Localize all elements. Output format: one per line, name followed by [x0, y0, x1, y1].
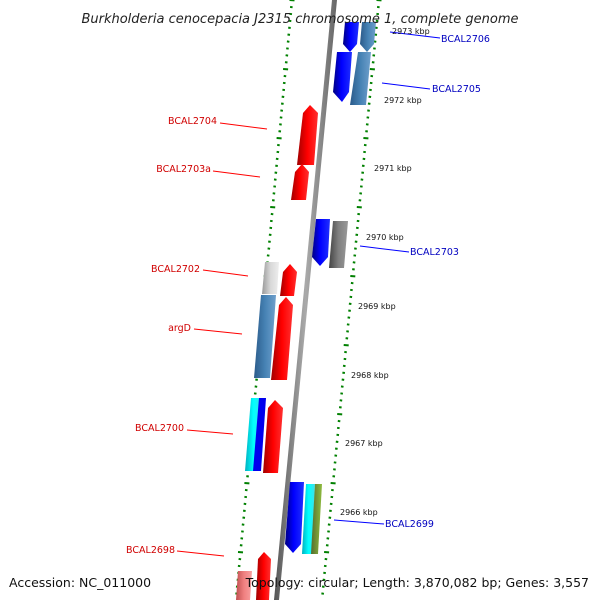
gene-bcal2699-olive [311, 484, 322, 554]
map-title: Burkholderia cenocepacia J2315 chromosom… [81, 12, 518, 27]
gene-label-bcal2703: BCAL2703 [410, 247, 459, 258]
gene-label-bcal2704: BCAL2704 [168, 116, 217, 127]
gene-label-bcal2698: BCAL2698 [126, 545, 175, 556]
scale-label: 2969 kbp [358, 302, 396, 311]
gene-bcal2703-gray [329, 221, 348, 268]
gene-bcal2703 [312, 219, 330, 266]
gene-argd-steel [254, 295, 276, 378]
genome-backbone [274, 0, 337, 600]
scale-label: 2972 kbp [384, 96, 422, 105]
scale-label: 2971 kbp [374, 164, 412, 173]
scale-labels: 2973 kbp 2972 kbp 2971 kbp 2970 kbp 2969… [340, 27, 430, 517]
gene-bcal2706-steel [360, 22, 376, 52]
gene-label-bcal2703a: BCAL2703a [156, 164, 211, 175]
gene-bcal2703a [291, 164, 309, 200]
scale-label: 2970 kbp [366, 233, 404, 242]
gene-label-bcal2706: BCAL2706 [441, 34, 490, 45]
gene-label-argd: argD [168, 323, 191, 334]
gene-bcal2702 [280, 264, 297, 296]
scale-label: 2966 kbp [340, 508, 378, 517]
forward-strand-genes [236, 105, 318, 600]
scale-label: 2968 kbp [351, 371, 389, 380]
scale-label: 2967 kbp [345, 439, 383, 448]
gene-label-bcal2705: BCAL2705 [432, 84, 481, 95]
gene-bcal2699-cyan [302, 484, 315, 554]
reverse-strand-genes [285, 22, 376, 554]
scale-label: 2973 kbp [392, 27, 430, 36]
gene-bcal2699 [285, 482, 304, 553]
gene-bcal2700 [263, 400, 283, 473]
gene-bcal2698-pink [236, 571, 252, 600]
gene-bcal2704 [297, 105, 318, 165]
forward-leader-lines [176, 122, 268, 557]
gene-bcal2705 [333, 52, 352, 102]
gene-bcal2702-light [262, 262, 279, 294]
reverse-gene-labels: BCAL2706 BCAL2705 BCAL2703 BCAL2699 [385, 34, 490, 530]
gene-bcal2698 [256, 552, 271, 600]
forward-gene-labels: BCAL2704 BCAL2703a BCAL2702 argD BCAL270… [126, 116, 217, 556]
gene-label-bcal2699: BCAL2699 [385, 519, 434, 530]
gene-bcal2705-steel [350, 52, 371, 105]
reverse-leader-lines [333, 31, 441, 525]
topology-summary: Topology: circular; Length: 3,870,082 bp… [245, 575, 589, 590]
right-tick-track [321, 0, 382, 595]
gene-bcal2706 [343, 22, 359, 52]
gene-bcal2700-blue [253, 398, 266, 471]
gene-label-bcal2700: BCAL2700 [135, 423, 184, 434]
gene-argd [271, 297, 293, 380]
accession-text: Accession: NC_011000 [9, 575, 151, 590]
gene-label-bcal2702: BCAL2702 [151, 264, 200, 275]
